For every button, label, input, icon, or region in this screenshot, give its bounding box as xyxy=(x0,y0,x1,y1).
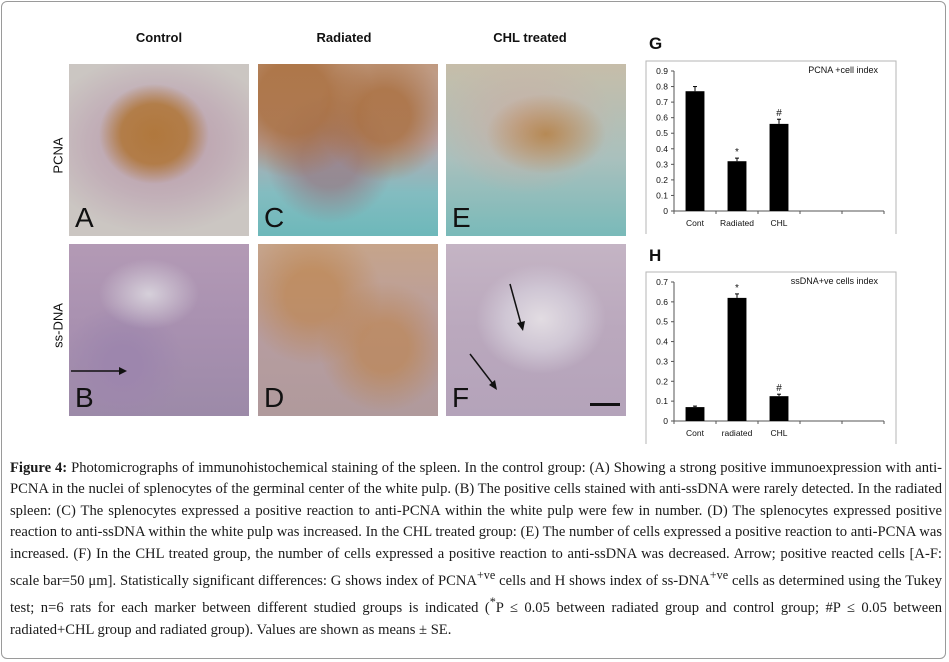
chart-h: ssDNA+ve cells index 0 0.1 0.2 0.3 0.4 0.5 0.6 0… xyxy=(645,271,897,444)
arrow-icon xyxy=(71,367,127,375)
x-tick-label: CHL xyxy=(770,218,787,228)
column-header-chl-treated: CHL treated xyxy=(493,30,567,45)
chart-g: PCNA +cell index 0 0.1 0.2 0.3 0.4 0.5 0.6 0.7 0.… xyxy=(645,60,897,234)
row-label-pcna: PCNA xyxy=(50,137,66,174)
significance-mark: * xyxy=(735,147,739,158)
panel-letter: E xyxy=(452,202,471,233)
caption-sup: +ve xyxy=(709,568,729,583)
y-tick-label: 0.7 xyxy=(656,97,668,107)
chart-label-g: G xyxy=(649,34,663,53)
caption-sup: +ve xyxy=(476,568,496,583)
y-tick-label: 0.2 xyxy=(656,175,668,185)
bar xyxy=(727,297,747,421)
x-tick-label: radiated xyxy=(722,428,753,438)
column-header-control: Control xyxy=(135,30,183,45)
bar xyxy=(685,407,705,421)
bar xyxy=(769,396,789,421)
y-tick-label: 0.3 xyxy=(656,356,668,366)
significance-mark: # xyxy=(776,383,782,394)
y-tick-label: 0.1 xyxy=(656,396,668,406)
y-tick-label: 0.8 xyxy=(656,82,668,92)
micrograph-panel-c: C xyxy=(258,64,438,236)
y-tick-label: 0.6 xyxy=(656,297,668,307)
panel-letter: A xyxy=(75,202,94,233)
chart-label-h: H xyxy=(649,246,662,265)
y-tick-label: 0.5 xyxy=(656,128,668,138)
x-tick-label: Cont xyxy=(686,428,705,438)
caption-text: Photomicrographs of immunohistochemical … xyxy=(10,460,943,589)
significance-mark: # xyxy=(776,108,782,119)
chart-title: ssDNA+ve cells index xyxy=(791,276,879,286)
row-label-ssdna: ss-DNA xyxy=(50,303,66,348)
significance-mark: * xyxy=(735,283,739,294)
figure-caption: Figure 4: Photomicrographs of immunohist… xyxy=(10,458,942,641)
x-tick-label: Radiated xyxy=(720,218,754,228)
y-tick-label: 0.3 xyxy=(656,159,668,169)
micrograph-panel-f: F xyxy=(446,244,626,416)
micrograph-panel-a: A xyxy=(69,64,249,236)
micrograph-panel-e: E xyxy=(446,64,626,236)
caption-sup: * xyxy=(489,595,496,610)
chart-border xyxy=(645,271,897,444)
caption-label: Figure 4: xyxy=(10,460,68,476)
y-tick-label: 0 xyxy=(663,416,668,426)
y-tick-label: 0.1 xyxy=(656,190,668,200)
y-tick-label: 0.4 xyxy=(656,144,668,154)
panel-letter: C xyxy=(264,202,285,233)
y-tick-label: 0.6 xyxy=(656,113,668,123)
y-tick-label: 0.5 xyxy=(656,317,668,327)
chart-title: PCNA +cell index xyxy=(808,65,878,75)
y-tick-label: 0 xyxy=(663,206,668,216)
caption-text: P ≤ 0.05 between radiated group and cont… xyxy=(10,600,942,638)
bar xyxy=(685,91,705,211)
bar xyxy=(727,161,747,211)
arrow-icon xyxy=(469,283,525,390)
panel-letter: F xyxy=(452,382,470,413)
x-tick-label: CHL xyxy=(770,428,787,438)
caption-text: cells as determined using the Tukey test… xyxy=(10,572,942,617)
x-tick-label: Cont xyxy=(686,218,705,228)
y-tick-label: 0.4 xyxy=(656,337,668,347)
micrograph-panel-d: D xyxy=(258,244,438,416)
y-tick-label: 0.2 xyxy=(656,376,668,386)
caption-text: cells and H shows index of ss-DNA xyxy=(495,572,710,589)
panel-letter: B xyxy=(75,382,94,413)
micrograph-panel-b: B xyxy=(69,244,249,416)
y-tick-label: 0.9 xyxy=(656,66,668,76)
column-header-radiated: Radiated xyxy=(316,30,372,45)
bar xyxy=(769,123,789,211)
chart-border xyxy=(645,60,897,234)
scale-bar xyxy=(590,403,620,406)
y-tick-label: 0.7 xyxy=(656,277,668,287)
panel-letter: D xyxy=(264,382,285,413)
